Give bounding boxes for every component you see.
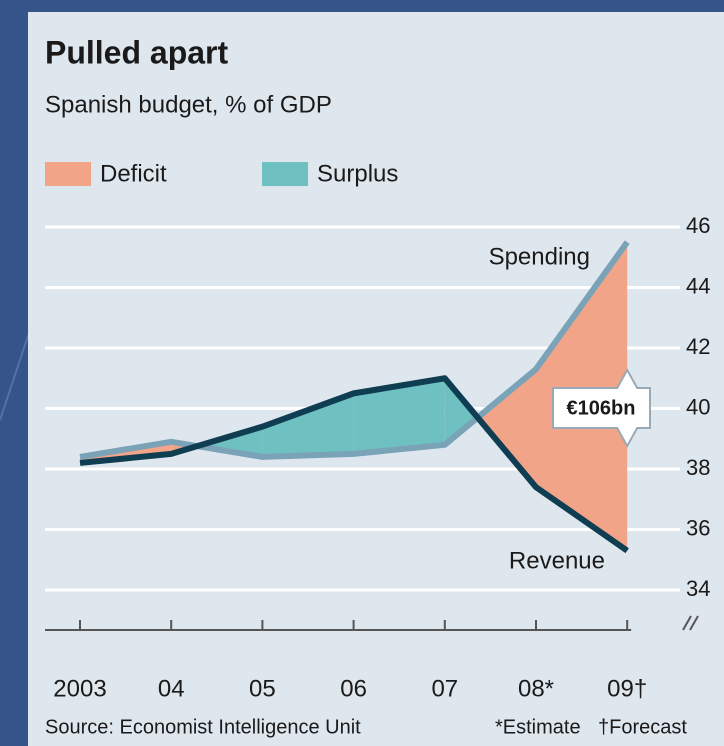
surplus-area bbox=[444, 378, 478, 445]
legend-label: Deficit bbox=[100, 160, 167, 187]
y-tick-label: 36 bbox=[686, 515, 710, 540]
deficit-area bbox=[477, 369, 536, 488]
series-line bbox=[79, 240, 630, 460]
x-tick-label: 08* bbox=[518, 675, 554, 702]
x-tick-label: 04 bbox=[158, 675, 185, 702]
callout-box bbox=[552, 367, 651, 449]
x-tick-label: 05 bbox=[249, 675, 276, 702]
surplus-area bbox=[353, 378, 445, 454]
y-tick-label: 40 bbox=[686, 394, 710, 419]
series-label: Spending bbox=[489, 243, 590, 270]
surplus-area bbox=[262, 393, 354, 457]
x-tick-label: 09† bbox=[607, 675, 647, 702]
y-tick-label: 44 bbox=[686, 273, 710, 298]
note: †Forecast bbox=[598, 716, 687, 738]
source: Source: Economist Intelligence Unit bbox=[45, 716, 361, 738]
series-line bbox=[79, 375, 629, 554]
legend-swatch bbox=[45, 162, 91, 186]
callout-label: €106bn bbox=[567, 397, 636, 419]
y-tick-label: 42 bbox=[686, 334, 710, 359]
y-tick-label: 34 bbox=[686, 576, 710, 601]
chart-title: Pulled apart bbox=[45, 34, 229, 70]
x-tick-label: 07 bbox=[431, 675, 458, 702]
axis-break bbox=[682, 615, 699, 631]
x-tick-label: 06 bbox=[340, 675, 367, 702]
x-tick-label: 2003 bbox=[53, 675, 106, 702]
legend-swatch bbox=[262, 162, 308, 186]
note: *Estimate bbox=[495, 716, 581, 738]
legend-label: Surplus bbox=[317, 160, 398, 187]
backdrop-line bbox=[0, 329, 31, 421]
y-tick-label: 46 bbox=[686, 213, 710, 238]
chart-subtitle: Spanish budget, % of GDP bbox=[45, 91, 332, 118]
series-label: Revenue bbox=[509, 547, 605, 574]
y-tick-label: 38 bbox=[686, 455, 710, 480]
